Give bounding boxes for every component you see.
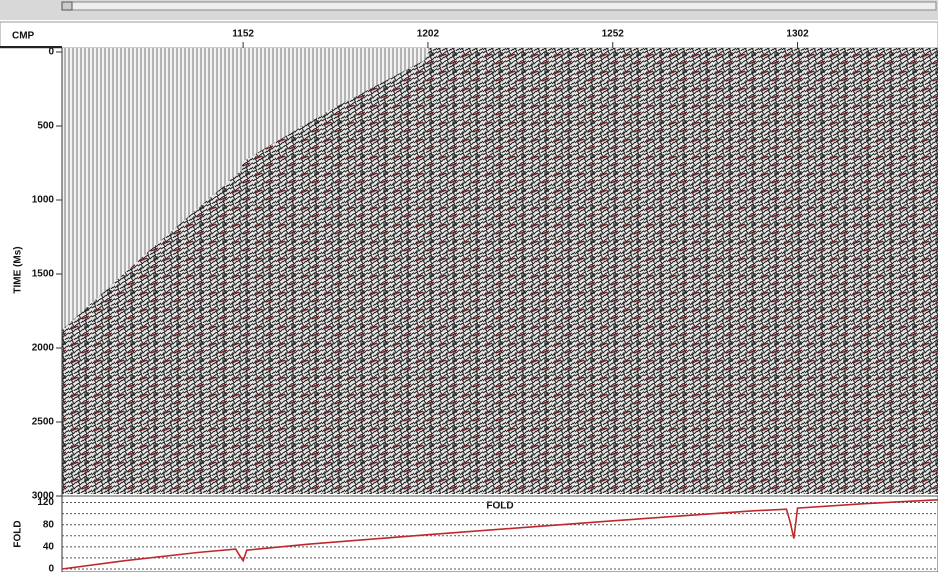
cmp-tick-label: 1152 [232, 29, 254, 40]
time-tick-label: 1500 [32, 269, 55, 280]
time-tick-label: 3000 [32, 491, 55, 502]
time-tick-label: 2500 [32, 417, 55, 428]
time-tick-label: 2000 [32, 343, 55, 354]
time-tick-label: 0 [48, 47, 54, 58]
time-label: TIME (Ms) [13, 246, 24, 293]
time-tick-label: 500 [37, 121, 54, 132]
fold-tick-label: 80 [43, 519, 55, 530]
cmp-label: CMP [12, 31, 35, 42]
fold-title: FOLD [486, 501, 513, 512]
fold-line [61, 498, 938, 570]
cmp-tick-label: 1252 [602, 29, 625, 40]
scroll-thumb[interactable] [61, 1, 73, 11]
time-tick-label: 1000 [32, 195, 55, 206]
scroll-track[interactable] [61, 1, 937, 11]
mute-zone [62, 48, 430, 330]
fold-axis-label: FOLD [13, 520, 24, 547]
fold-tick-label: 120 [37, 497, 54, 508]
fold-tick-label: 40 [43, 541, 55, 552]
cmp-tick-label: 1202 [417, 29, 440, 40]
fold-tick-label: 0 [48, 564, 54, 572]
cmp-tick-label: 1302 [786, 29, 809, 40]
